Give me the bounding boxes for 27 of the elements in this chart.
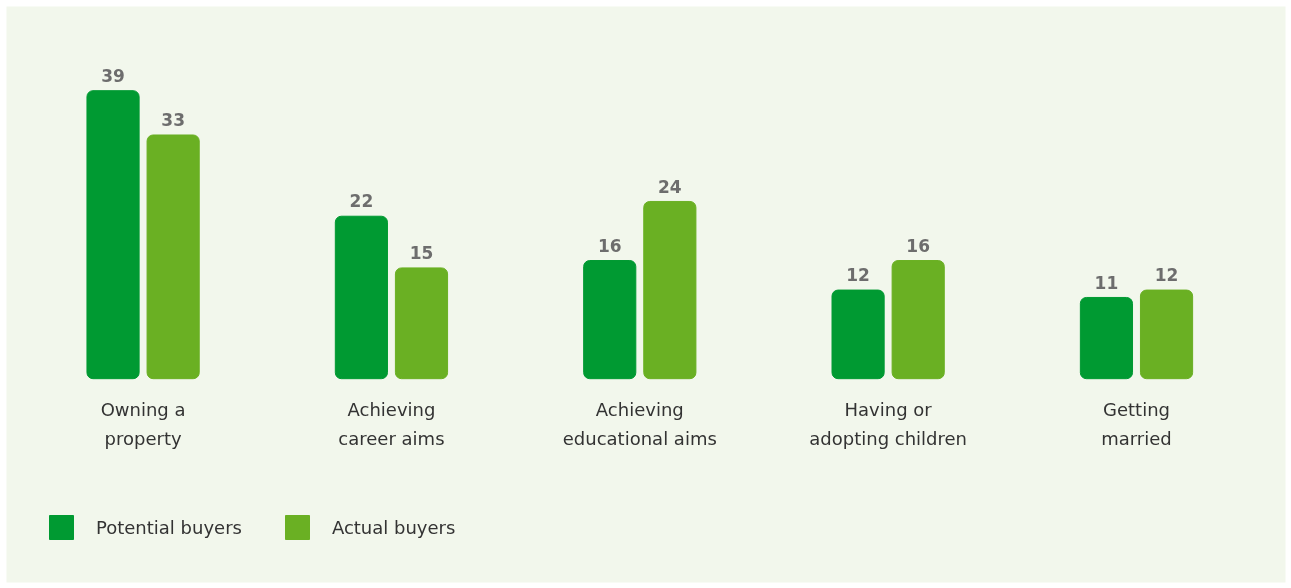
data-label: 24 bbox=[658, 176, 682, 197]
x-tick-label: Having or adopting children bbox=[809, 399, 968, 449]
bar bbox=[334, 215, 388, 380]
data-label: 16 bbox=[906, 235, 931, 256]
bar bbox=[583, 260, 637, 380]
x-tick-label: Achieving career aims bbox=[338, 399, 445, 449]
bar bbox=[891, 260, 945, 380]
data-label: 12 bbox=[1154, 265, 1179, 286]
x-tick-label: Getting married bbox=[1101, 399, 1172, 449]
bar bbox=[86, 90, 140, 380]
bar bbox=[146, 134, 200, 380]
bar bbox=[394, 267, 449, 380]
bar bbox=[1079, 296, 1134, 380]
bar bbox=[643, 200, 697, 380]
bar bbox=[831, 289, 885, 380]
data-label: 39 bbox=[101, 65, 125, 86]
data-label: 22 bbox=[349, 191, 374, 212]
data-label: 33 bbox=[161, 110, 185, 131]
x-tick-label: Achieving educational aims bbox=[562, 399, 717, 449]
data-label: 16 bbox=[597, 235, 622, 256]
data-label: 15 bbox=[409, 243, 434, 264]
bar bbox=[1139, 289, 1194, 380]
legend-label: Potential buyers bbox=[96, 516, 242, 538]
data-label: 12 bbox=[846, 265, 870, 286]
data-label: 11 bbox=[1094, 272, 1119, 293]
x-tick-label: Owning a property bbox=[100, 399, 186, 449]
legend-label: Actual buyers bbox=[331, 516, 456, 538]
